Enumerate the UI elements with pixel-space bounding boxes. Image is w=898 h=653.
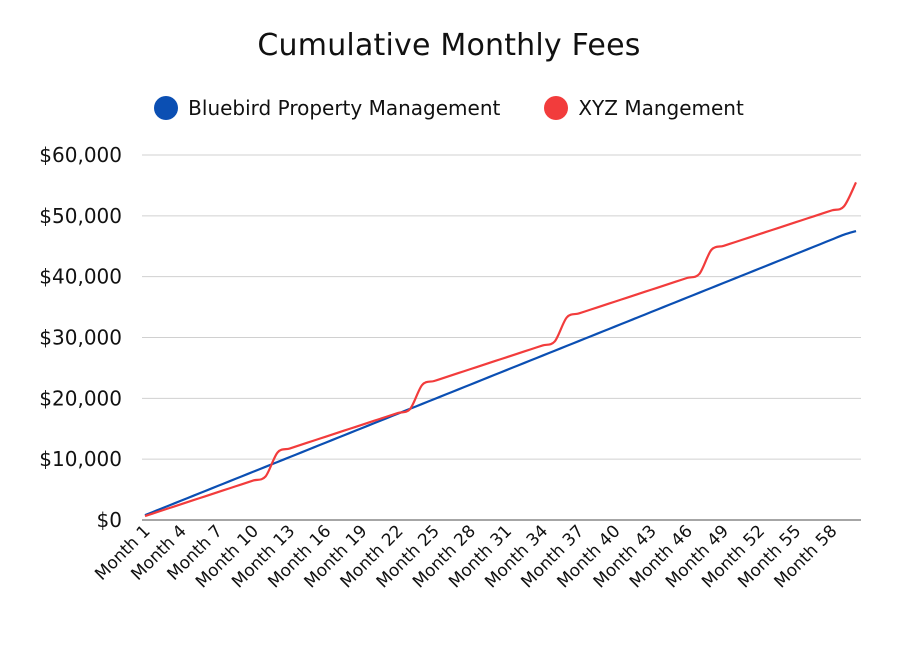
legend-item-bluebird[interactable]: Bluebird Property Management xyxy=(154,96,500,120)
legend: Bluebird Property Management XYZ Mangeme… xyxy=(0,96,898,120)
series-line-bluebird[interactable] xyxy=(144,229,857,517)
y-tick-label: $10,000 xyxy=(39,447,122,471)
legend-marker-icon xyxy=(544,96,569,120)
y-tick-label: $40,000 xyxy=(39,265,122,289)
y-tick-label: $20,000 xyxy=(39,386,122,410)
series-line-xyz[interactable] xyxy=(144,181,857,518)
legend-label: XYZ Mangement xyxy=(578,96,744,120)
chart-title: Cumulative Monthly Fees xyxy=(257,28,641,63)
y-tick-label: $30,000 xyxy=(39,326,122,350)
legend-label: Bluebird Property Management xyxy=(188,96,501,120)
legend-item-xyz[interactable]: XYZ Mangement xyxy=(544,96,744,120)
y-tick-label: $0 xyxy=(97,508,122,532)
y-tick-label: $60,000 xyxy=(39,143,122,167)
legend-marker-icon xyxy=(154,96,179,120)
y-tick-label: $50,000 xyxy=(39,204,122,228)
